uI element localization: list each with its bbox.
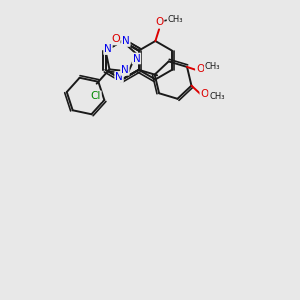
Text: O: O (200, 89, 208, 99)
Text: N: N (122, 36, 130, 46)
Text: N: N (121, 65, 129, 75)
Text: N: N (104, 44, 112, 54)
Text: Cl: Cl (91, 91, 101, 101)
Text: CH₃: CH₃ (167, 16, 183, 25)
Text: CH₃: CH₃ (209, 92, 225, 100)
Text: N: N (115, 72, 123, 82)
Text: CH₃: CH₃ (205, 62, 220, 71)
Text: O: O (155, 17, 164, 27)
Text: O: O (196, 64, 204, 74)
Text: O: O (111, 34, 120, 44)
Text: N: N (133, 53, 140, 64)
